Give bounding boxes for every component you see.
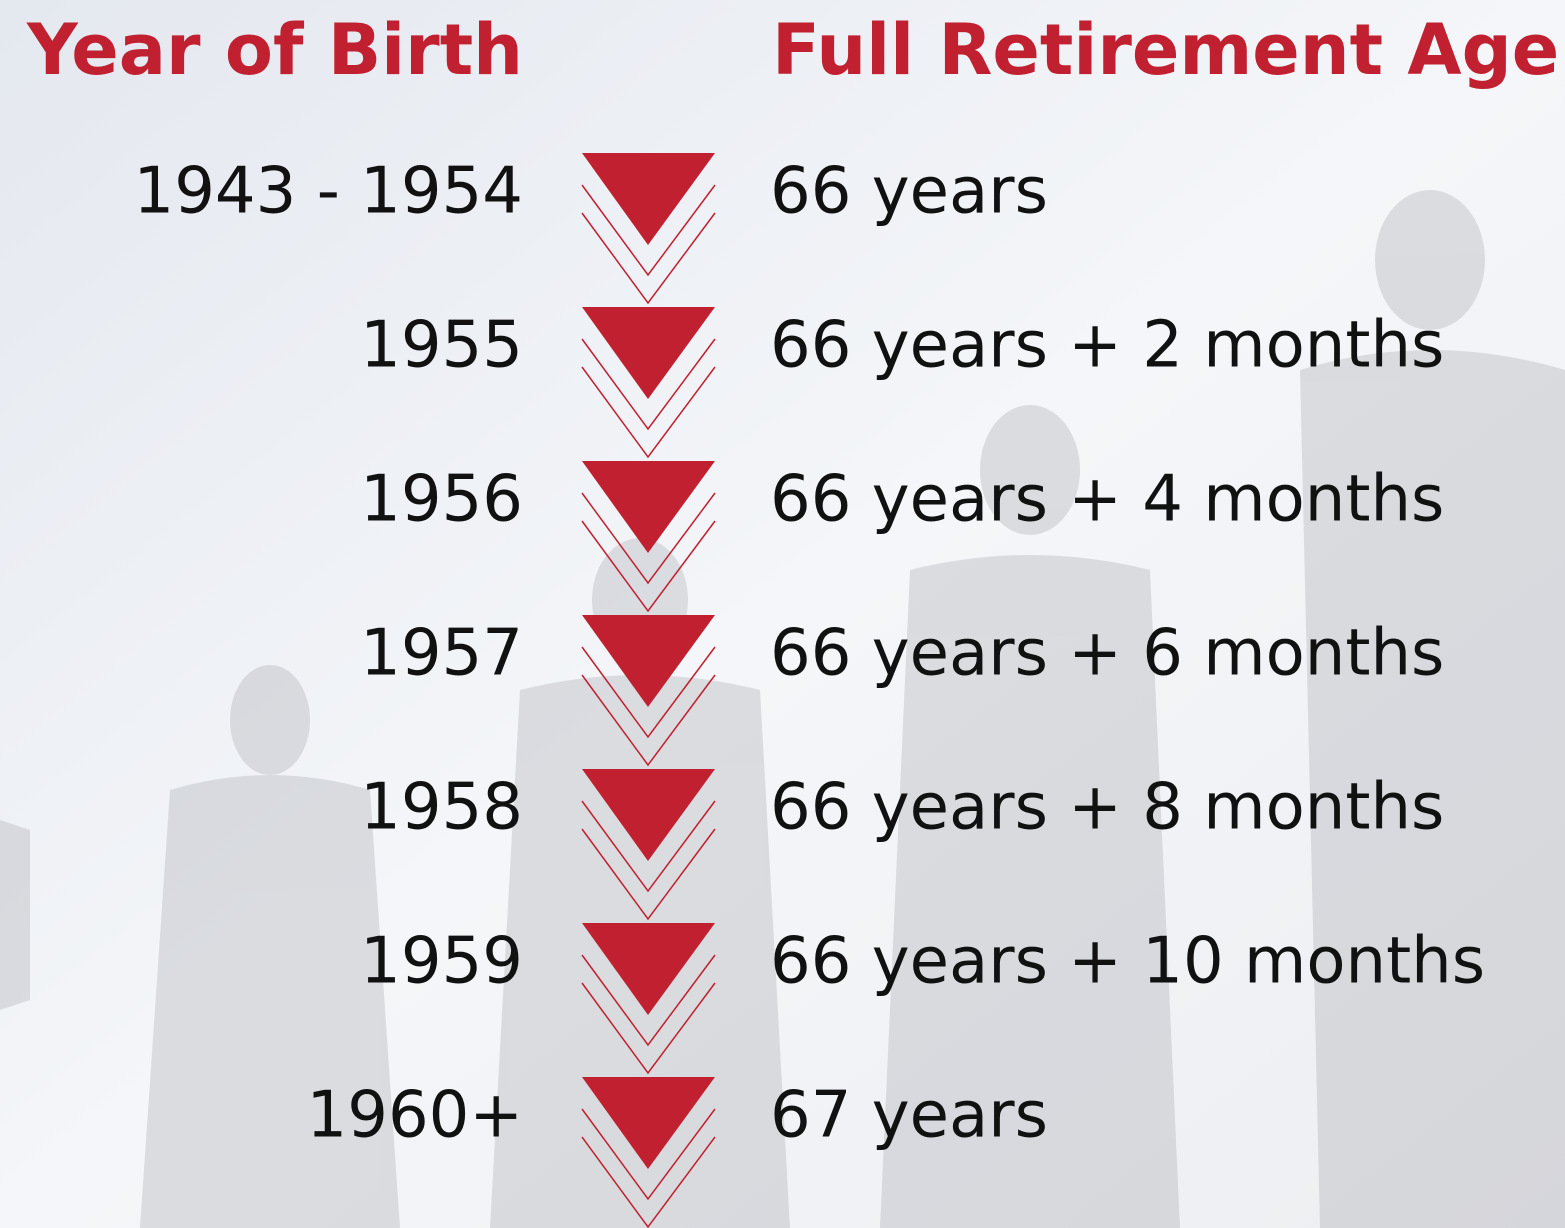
birth-year: 1958 [360, 771, 523, 845]
retirement-age: 67 years [770, 1079, 1048, 1153]
birth-year: 1959 [360, 925, 523, 999]
column-header: Year of Birth [26, 9, 523, 91]
infographic: Year of Birth Full Retirement Age 1943 -… [0, 0, 1565, 1228]
retirement-age: 66 years + 6 months [770, 617, 1444, 691]
retirement-age: 66 years [770, 155, 1048, 229]
birth-year: 1957 [360, 617, 523, 691]
retirement-age: 66 years + 8 months [770, 771, 1444, 845]
retirement-age: 66 years + 10 months [770, 925, 1485, 999]
birth-year: 1960+ [307, 1079, 524, 1153]
column-header: Full Retirement Age [772, 9, 1559, 91]
retirement-age: 66 years + 2 months [770, 309, 1444, 383]
birth-year: 1943 - 1954 [133, 155, 523, 229]
birth-year: 1956 [360, 463, 523, 537]
retirement-age: 66 years + 4 months [770, 463, 1444, 537]
birth-year: 1955 [360, 309, 523, 383]
